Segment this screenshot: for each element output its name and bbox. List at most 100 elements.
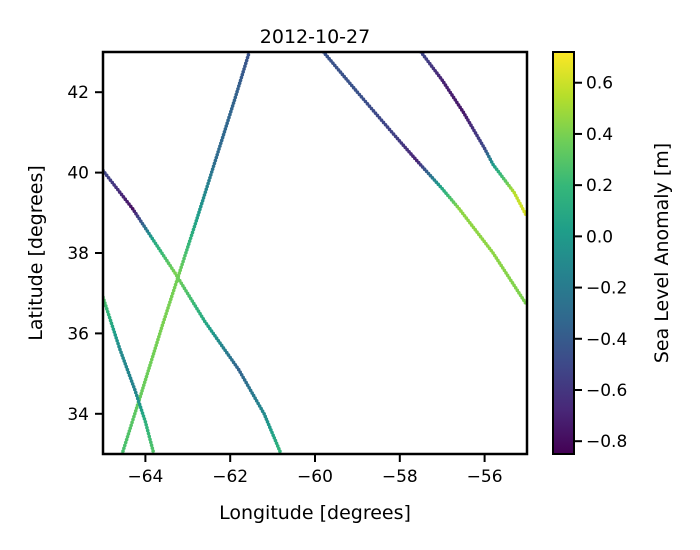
track-point <box>157 332 162 336</box>
track-point <box>140 411 145 415</box>
track-point <box>117 344 121 349</box>
track-point <box>120 353 124 358</box>
track-point <box>187 239 192 243</box>
track-point <box>142 380 147 385</box>
track-point <box>104 307 109 311</box>
track-point <box>190 230 195 235</box>
chart-title: 2012-10-27 <box>260 26 370 48</box>
colorbar <box>552 51 575 455</box>
track-point <box>242 378 247 382</box>
track-point <box>201 196 206 200</box>
track-point <box>219 141 223 146</box>
track-point <box>488 157 493 161</box>
colorbar-tick-label: 0.6 <box>586 74 613 94</box>
track-point <box>133 387 137 392</box>
track-point <box>193 221 198 226</box>
track-point <box>361 97 366 101</box>
track-point <box>195 216 199 220</box>
track-point <box>133 409 138 413</box>
track-point <box>144 374 149 379</box>
track-point <box>218 144 222 148</box>
track-point <box>126 370 131 375</box>
track-point <box>241 375 245 380</box>
track-point <box>112 330 117 334</box>
track-point <box>132 414 136 419</box>
track-point <box>234 92 238 97</box>
track-point <box>238 78 243 83</box>
track-point <box>142 383 146 387</box>
track-point <box>367 104 372 108</box>
track-point <box>227 115 231 120</box>
colorbar-tick-label: −0.8 <box>586 432 627 452</box>
track-point <box>136 399 141 404</box>
track-point <box>205 184 209 189</box>
track-point <box>476 136 481 140</box>
track-point <box>185 248 189 252</box>
track-point <box>184 250 188 255</box>
track-point <box>213 158 218 163</box>
track-point <box>228 112 232 117</box>
colorbar-tick-label: −0.4 <box>586 330 627 350</box>
track-point <box>371 109 376 113</box>
track-point <box>240 72 245 77</box>
track-point <box>172 285 177 290</box>
track-point <box>463 113 467 117</box>
track-point <box>199 201 204 206</box>
satellite-tracks <box>103 52 527 454</box>
track-point <box>244 380 248 385</box>
track-point <box>148 363 152 368</box>
track-point <box>369 106 374 111</box>
track-point <box>520 206 525 211</box>
track-point <box>222 130 227 134</box>
track-point <box>231 101 236 105</box>
y-tick-label: 36 <box>67 324 89 344</box>
track-point <box>139 391 143 396</box>
track-point <box>126 432 131 436</box>
track-point <box>518 201 522 206</box>
track-point <box>140 389 144 393</box>
track-point <box>278 449 282 454</box>
track-point <box>202 193 207 197</box>
track-point <box>149 443 154 448</box>
track-point <box>522 209 526 214</box>
track-point <box>204 187 209 192</box>
track-point <box>188 236 193 241</box>
x-axis-ticks: −64 −62 −60 −58 −56 <box>127 454 503 487</box>
track-point <box>166 306 170 310</box>
track-point <box>127 429 132 433</box>
track-point <box>383 122 388 127</box>
track-point <box>169 294 174 299</box>
track-2 <box>103 168 282 454</box>
track-point <box>118 347 122 352</box>
track-point <box>229 109 233 114</box>
track-point <box>107 315 112 320</box>
track-point <box>179 265 183 270</box>
track-point <box>214 155 219 160</box>
track-point <box>357 92 362 97</box>
track-point <box>217 147 221 151</box>
track-point <box>150 354 155 359</box>
track-point <box>171 288 176 293</box>
track-point <box>143 420 148 424</box>
track-point <box>110 324 115 329</box>
track-point <box>487 154 491 159</box>
track-point <box>389 129 394 134</box>
track-point <box>237 81 242 86</box>
track-point <box>194 219 199 223</box>
track-point <box>216 150 220 154</box>
y-axis-ticks: 34 36 38 40 42 <box>67 83 103 425</box>
track-point <box>466 118 470 122</box>
track-point <box>186 245 190 249</box>
track-3 <box>103 295 155 453</box>
track-point <box>121 356 125 360</box>
track-point <box>513 193 518 198</box>
track-point <box>248 388 253 393</box>
track-point <box>197 210 201 215</box>
colorbar-tick-label: −0.2 <box>586 279 627 299</box>
track-point <box>123 440 128 445</box>
track-point <box>173 282 178 287</box>
track-point <box>482 146 487 151</box>
track-point <box>260 409 265 414</box>
track-point <box>157 334 161 339</box>
track-4 <box>321 52 527 305</box>
